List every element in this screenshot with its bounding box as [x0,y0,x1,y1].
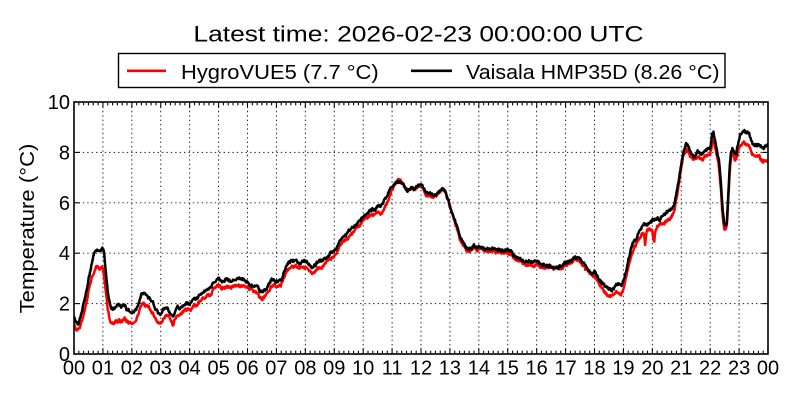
svg-text:00: 00 [757,358,779,380]
svg-text:6: 6 [59,193,70,215]
svg-text:06: 06 [236,358,258,380]
svg-text:13: 13 [439,358,461,380]
svg-text:04: 04 [179,358,201,380]
svg-text:08: 08 [294,358,316,380]
svg-text:HygroVUE5 (7.7 °C): HygroVUE5 (7.7 °C) [181,62,379,84]
svg-text:00: 00 [63,358,85,380]
svg-text:01: 01 [92,358,114,380]
svg-text:12: 12 [410,358,432,380]
svg-text:05: 05 [207,358,229,380]
svg-text:23: 23 [728,358,750,380]
svg-text:03: 03 [150,358,172,380]
svg-text:21: 21 [670,358,692,380]
svg-text:02: 02 [121,358,143,380]
svg-text:07: 07 [265,358,287,380]
svg-text:0: 0 [59,344,70,366]
svg-text:11: 11 [382,358,403,380]
svg-text:09: 09 [323,358,345,380]
svg-text:14: 14 [468,358,490,380]
svg-text:17: 17 [554,358,576,380]
svg-text:Temperature (°C): Temperature (°C) [17,144,39,314]
svg-text:15: 15 [497,358,519,380]
svg-text:10: 10 [48,92,70,114]
svg-text:2: 2 [59,294,70,316]
svg-text:4: 4 [59,243,70,265]
svg-text:22: 22 [699,358,721,380]
svg-text:19: 19 [612,358,634,380]
svg-text:8: 8 [59,142,70,164]
svg-text:Vaisala HMP35D (8.26 °C): Vaisala HMP35D (8.26 °C) [466,62,719,84]
svg-text:20: 20 [641,358,663,380]
svg-text:16: 16 [526,358,548,380]
svg-text:Latest time: 2026-02-23 00:00:: Latest time: 2026-02-23 00:00:00 UTC [193,22,643,46]
svg-text:10: 10 [352,358,374,380]
svg-text:18: 18 [583,358,605,380]
